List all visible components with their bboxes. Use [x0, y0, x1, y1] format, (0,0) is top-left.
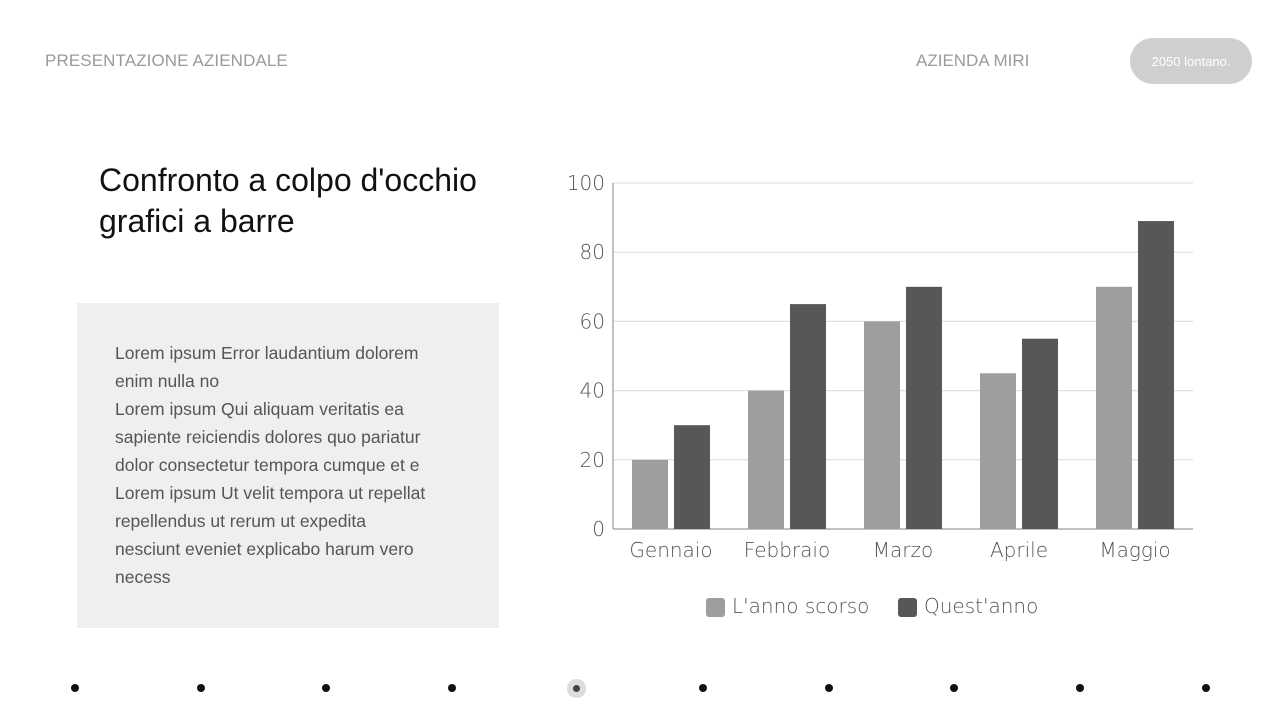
- y-tick-label: 100: [567, 171, 605, 195]
- y-tick-label: 40: [580, 379, 605, 403]
- slide-pagination: [0, 680, 1280, 696]
- description-line: Lorem ipsum Ut velit tempora ut repellat: [115, 483, 426, 503]
- bar-chart: 0 20 40 60 80 100 Gennaio Febbraio Marzo Aprile Ma…: [560, 160, 1210, 640]
- pagination-dot-active[interactable]: [573, 684, 580, 692]
- y-tick-label: 80: [580, 240, 605, 264]
- bar-chart-canvas: 0 20 40 60 80 100 Gennaio Febbraio Marzo Aprile Ma…: [567, 171, 1193, 618]
- year-badge-label: 2050 lontano.: [1151, 53, 1231, 69]
- y-tick-label: 60: [580, 309, 605, 333]
- pagination-dot[interactable]: [1076, 684, 1084, 692]
- bar-last-year: [632, 459, 668, 529]
- description-line: dolor consectetur tempora cumque et e: [115, 455, 420, 475]
- description-line: Lorem ipsum Error laudantium dolorem: [115, 343, 419, 363]
- slide-title-line: Confronto a colpo d'occhio: [99, 162, 477, 198]
- description-line: enim nulla no: [115, 371, 220, 391]
- bar-last-year: [748, 390, 784, 529]
- bar-this-year: [790, 304, 826, 529]
- y-tick-label: 20: [580, 448, 605, 472]
- description-line: sapiente reiciendis dolores quo pariatur: [115, 427, 421, 447]
- x-tick-label: Maggio: [1099, 538, 1170, 562]
- description-line: nesciunt eveniet explicabo harum vero: [115, 539, 414, 559]
- description-box: Lorem ipsum Error laudantium dolorem eni…: [77, 303, 499, 628]
- pagination-dot[interactable]: [322, 684, 330, 692]
- legend-swatch-last-year: [706, 598, 725, 617]
- description-line: necess: [115, 567, 171, 587]
- pagination-dot[interactable]: [71, 684, 79, 692]
- legend-label: Quest'anno: [924, 594, 1038, 618]
- pagination-dot[interactable]: [197, 684, 205, 692]
- slide-title-line: grafici a barre: [99, 203, 295, 239]
- y-tick-label: 0: [592, 517, 605, 541]
- pagination-dot[interactable]: [699, 684, 707, 692]
- description-line: repellendus ut rerum ut expedita: [115, 511, 366, 531]
- x-tick-label: Aprile: [990, 538, 1048, 562]
- pagination-dot[interactable]: [950, 684, 958, 692]
- pagination-dot[interactable]: [448, 684, 456, 692]
- x-tick-label: Gennaio: [629, 538, 712, 562]
- year-badge[interactable]: 2050 lontano.: [1130, 38, 1252, 84]
- slide-title: Confronto a colpo d'occhio grafici a bar…: [99, 160, 529, 242]
- presentation-label: PRESENTAZIONE AZIENDALE: [45, 51, 288, 70]
- x-tick-label: Febbraio: [744, 538, 830, 562]
- bar-this-year: [1022, 338, 1058, 529]
- bar-last-year: [864, 321, 900, 529]
- bar-this-year: [1138, 221, 1174, 529]
- x-tick-label: Marzo: [873, 538, 933, 562]
- bar-last-year: [1096, 286, 1132, 529]
- legend-swatch-this-year: [898, 598, 917, 617]
- bar-this-year: [674, 425, 710, 529]
- bar-last-year: [980, 373, 1016, 529]
- bar-this-year: [906, 286, 942, 529]
- legend-label: L'anno scorso: [732, 594, 869, 618]
- pagination-dot[interactable]: [1202, 684, 1210, 692]
- company-name: AZIENDA MIRI: [916, 51, 1030, 70]
- description-line: Lorem ipsum Qui aliquam veritatis ea: [115, 399, 404, 419]
- pagination-dot[interactable]: [825, 684, 833, 692]
